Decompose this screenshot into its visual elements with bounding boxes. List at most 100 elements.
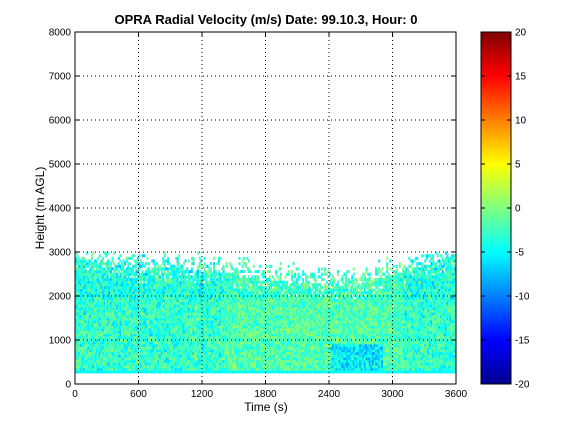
heatmap-cell: [127, 341, 130, 345]
heatmap-cell: [157, 322, 160, 326]
heatmap-cell: [228, 296, 231, 300]
heatmap-cell: [125, 301, 128, 305]
heatmap-cell: [82, 365, 85, 369]
heatmap-cell: [116, 267, 119, 271]
heatmap-cell: [244, 312, 247, 316]
heatmap-cell: [76, 277, 79, 281]
heatmap-cell: [97, 367, 100, 371]
heatmap-cell: [101, 267, 104, 271]
heatmap-cell: [81, 357, 84, 361]
heatmap-cell: [152, 280, 155, 284]
heatmap-cell: [109, 320, 112, 324]
heatmap-cell: [260, 365, 263, 369]
heatmap-cell: [262, 304, 265, 308]
heatmap-cell: [198, 341, 201, 345]
heatmap-cell: [232, 283, 235, 287]
heatmap-cell: [203, 256, 206, 260]
heatmap-cell: [143, 343, 146, 347]
heatmap-cell: [86, 370, 89, 374]
heatmap-cell: [101, 333, 104, 337]
heatmap-cell: [146, 262, 149, 266]
heatmap-cell: [103, 343, 106, 347]
heatmap-cell: [236, 357, 239, 361]
heatmap-cell: [270, 304, 273, 308]
heatmap-cell: [132, 341, 135, 345]
heatmap-cell: [119, 285, 122, 289]
heatmap-cell: [89, 362, 92, 366]
heatmap-cell: [192, 280, 195, 284]
heatmap-cell: [260, 349, 263, 353]
heatmap-cell: [189, 367, 192, 371]
heatmap-cell: [154, 275, 157, 279]
heatmap-cell: [79, 354, 82, 358]
heatmap-cell: [254, 322, 257, 326]
heatmap-cell: [144, 288, 147, 292]
heatmap-cell: [265, 333, 268, 337]
heatmap-cell: [116, 283, 119, 287]
heatmap-cell: [92, 367, 95, 371]
heatmap-cell: [127, 367, 130, 371]
heatmap-cell: [133, 309, 136, 313]
heatmap-cell: [181, 325, 184, 329]
heatmap-cell: [124, 299, 127, 303]
heatmap-cell: [195, 370, 198, 374]
heatmap-cell: [222, 320, 225, 324]
heatmap-cell: [159, 325, 162, 329]
heatmap-cell: [179, 277, 182, 281]
heatmap-cell: [249, 354, 252, 358]
heatmap-cell: [232, 346, 235, 350]
heatmap-cell: [246, 336, 249, 340]
heatmap-cell: [268, 301, 271, 305]
heatmap-cell: [141, 272, 144, 276]
heatmap-cell: [233, 343, 236, 347]
heatmap-cell: [122, 370, 125, 374]
heatmap-cell: [171, 357, 174, 361]
heatmap-cell: [182, 299, 185, 303]
heatmap-cell: [249, 296, 252, 300]
heatmap-cell: [101, 256, 104, 260]
heatmap-cell: [202, 320, 204, 324]
heatmap-cell: [192, 320, 195, 324]
heatmap-cell: [105, 277, 108, 281]
heatmap-cell: [221, 291, 224, 295]
heatmap-cell: [197, 277, 200, 281]
heatmap-cell: [238, 362, 241, 366]
heatmap-cell: [133, 312, 136, 316]
heatmap-cell: [84, 259, 87, 263]
heatmap-cell: [206, 336, 209, 340]
heatmap-cell: [232, 357, 235, 361]
heatmap-cell: [144, 262, 147, 266]
heatmap-cell: [121, 285, 124, 289]
heatmap-cell: [243, 330, 246, 334]
heatmap-cell: [255, 351, 258, 355]
heatmap-cell: [228, 328, 231, 332]
heatmap-cell: [159, 275, 162, 279]
heatmap-cell: [236, 322, 239, 326]
heatmap-cell: [208, 357, 211, 361]
heatmap-cell: [144, 309, 147, 313]
heatmap-cell: [213, 288, 216, 292]
heatmap-cell: [148, 333, 151, 337]
heatmap-cell: [149, 301, 152, 305]
heatmap-cell: [76, 314, 79, 318]
heatmap-cell: [227, 320, 230, 324]
heatmap-cell: [117, 309, 120, 313]
heatmap-cell: [178, 307, 181, 311]
heatmap-cell: [81, 301, 84, 305]
heatmap-cell: [148, 346, 151, 350]
heatmap-cell: [167, 357, 170, 361]
heatmap-cell: [248, 357, 251, 361]
heatmap-cell: [195, 362, 198, 366]
heatmap-cell: [173, 351, 176, 355]
heatmap-cell: [213, 354, 216, 358]
heatmap-cell: [100, 312, 103, 316]
heatmap-cell: [246, 365, 249, 369]
heatmap-cell: [100, 277, 103, 281]
heatmap-cell: [182, 275, 185, 279]
heatmap-cell: [108, 301, 111, 305]
heatmap-cell: [113, 272, 116, 276]
heatmap-cell: [235, 359, 238, 363]
heatmap-cell: [76, 254, 79, 258]
heatmap-cell: [163, 349, 166, 353]
heatmap-cell: [151, 299, 154, 303]
